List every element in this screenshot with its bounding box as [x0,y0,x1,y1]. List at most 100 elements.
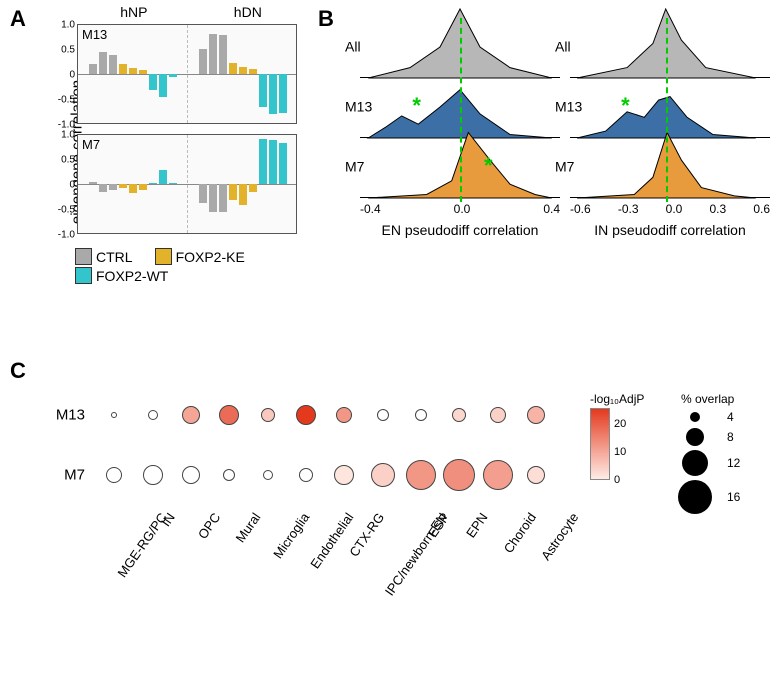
bar [249,69,257,74]
bar [139,184,147,190]
panel-b: AllM13M7**-0.40.00.4EN pseudodiff correl… [330,18,760,258]
panel-a: eigengene correlation hNP hDN M13 -1.0-0… [35,18,305,298]
dot [527,406,545,424]
ridge-row-label: All [345,38,361,54]
panel-a-m13-label: M13 [82,27,107,42]
bar [89,64,97,74]
legend-label: CTRL [96,249,133,265]
bar [279,74,287,113]
ridge-xlabel: EN pseudodiff correlation [360,222,560,258]
dot [415,409,427,421]
bar [269,140,277,184]
color-legend-tick: 10 [614,446,626,458]
x-category-label: Choroid [500,510,538,556]
bar [159,74,167,97]
legend-swatch [75,267,92,284]
bar [259,74,267,107]
bar [279,143,287,184]
bar [129,184,137,193]
dot [182,406,200,424]
bar [159,170,167,184]
color-legend-tick: 20 [614,418,626,430]
x-category-label: OPC [195,510,223,542]
bar [129,68,137,74]
dot [443,459,475,491]
bar [209,34,217,74]
size-legend-value: 12 [727,456,740,470]
dot [263,470,273,480]
color-legend: -log₁₀AdjP01020 [590,392,680,480]
size-legend-row: 4 [675,410,740,424]
bar [259,139,267,184]
bar [169,74,177,77]
dot [377,409,389,421]
dot [143,465,163,485]
bar [109,55,117,74]
x-category-label: EPN [463,510,491,541]
bar [99,52,107,74]
ytick: -1.0 [58,230,75,241]
ytick: -0.5 [58,95,75,106]
size-legend-circle [686,428,704,446]
dot [527,466,545,484]
ridge-row: All [570,18,770,78]
color-legend-gradient [590,408,610,480]
bar [269,74,277,114]
size-legend-row: 12 [675,450,740,476]
dot [336,407,352,423]
dot [111,412,117,418]
legend-swatch [75,248,92,265]
bar [199,184,207,203]
dot [334,465,354,485]
bar [119,184,127,188]
size-legend-title: % overlap [675,392,740,406]
bar [139,70,147,74]
ytick: 0 [69,70,75,81]
ytick: 0.5 [61,155,75,166]
x-category-label: Mural [233,510,264,545]
dot [182,466,200,484]
legend-swatch [155,248,172,265]
ridge-col-in: AllM13M7*-0.6-0.30.00.30.6IN pseudodiff … [570,18,770,218]
figure: A B C eigengene correlation hNP hDN M13 … [0,0,783,682]
ridge-row: M13 [570,78,770,138]
bar [99,184,107,192]
legend-label: FOXP2-WT [96,268,168,284]
x-category-label: Endothelial [307,510,356,571]
panel-a-group-labels: hNP hDN [77,4,305,20]
dot [299,468,313,482]
size-legend-row: 8 [675,428,740,446]
bar [219,35,227,74]
dot [261,408,275,422]
x-category-label: Microglia [270,510,312,561]
dot [371,463,395,487]
dot [490,407,506,423]
dot [483,460,513,490]
panel-a-legend: CTRL FOXP2-KE FOXP2-WT [75,248,245,286]
zero-dashed-line [460,18,462,202]
bar [219,184,227,212]
bar [239,67,247,75]
dot [452,408,466,422]
significance-star: * [621,93,630,119]
zero-dashed-line [666,18,668,202]
size-legend-circle [682,450,708,476]
dotplot: M13M7MGE-RG/PCINOPCMuralMicrogliaEndothe… [95,380,555,510]
dot [106,467,122,483]
panel-a-m7-label: M7 [82,137,100,152]
legend-label: FOXP2-KE [176,249,245,265]
panel-letter-a: A [10,6,26,32]
dot [223,469,235,481]
bar [249,184,257,192]
bar [89,182,97,184]
ytick: -0.5 [58,205,75,216]
panel-a-subplot-m7: M7 -1.0-0.500.51.0 [77,134,297,234]
group-separator [187,135,188,233]
size-legend-value: 8 [727,430,734,444]
size-legend-circle [690,412,700,422]
bar [229,63,237,74]
size-legend-value: 4 [727,410,734,424]
dot [219,405,239,425]
ytick: 1.0 [61,130,75,141]
ridge-row: M7 [570,138,770,198]
